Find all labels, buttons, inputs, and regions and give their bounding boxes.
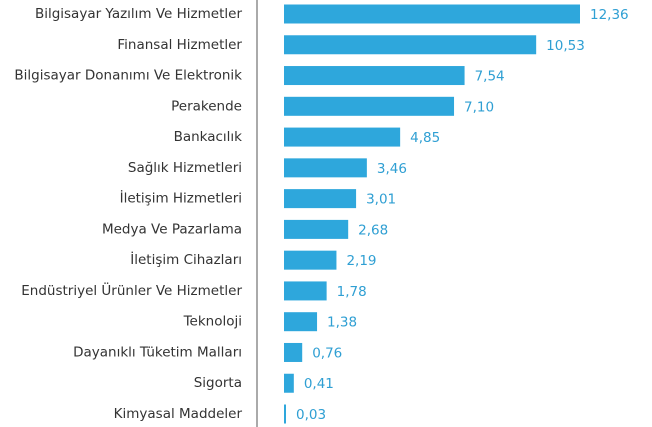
bar bbox=[284, 312, 318, 332]
bar bbox=[284, 250, 337, 270]
bar bbox=[284, 35, 537, 55]
value-label: 7,54 bbox=[475, 69, 505, 85]
category-label: Medya Ve Pazarlama bbox=[102, 221, 242, 237]
bar bbox=[284, 404, 286, 424]
category-label: Dayanıklı Tüketim Malları bbox=[73, 344, 242, 360]
bar bbox=[284, 219, 349, 239]
value-label: 12,36 bbox=[590, 7, 629, 23]
value-label: 3,46 bbox=[377, 161, 407, 177]
bar bbox=[284, 127, 401, 147]
category-label: Bilgisayar Yazılım Ve Hizmetler bbox=[35, 6, 243, 22]
bar bbox=[284, 189, 357, 209]
bar bbox=[284, 373, 294, 393]
value-label: 0,03 bbox=[296, 407, 326, 423]
category-label: İletişim Hizmetleri bbox=[120, 189, 242, 207]
bar bbox=[284, 281, 327, 301]
category-label: Perakende bbox=[171, 98, 242, 114]
value-label: 1,78 bbox=[337, 284, 367, 300]
value-label: 0,41 bbox=[304, 376, 334, 392]
bar bbox=[284, 342, 303, 362]
value-label: 0,76 bbox=[312, 345, 342, 361]
bar bbox=[284, 96, 455, 116]
category-label: Finansal Hizmetler bbox=[117, 37, 242, 53]
category-label: Teknoloji bbox=[183, 314, 242, 330]
value-label: 2,19 bbox=[346, 253, 376, 269]
category-label: İletişim Cihazları bbox=[130, 250, 242, 268]
value-label: 1,38 bbox=[327, 315, 357, 331]
value-label: 3,01 bbox=[366, 192, 396, 208]
bar bbox=[284, 158, 367, 178]
value-label: 7,10 bbox=[464, 99, 494, 115]
category-label: Kimyasal Maddeler bbox=[114, 406, 243, 422]
category-label: Sigorta bbox=[194, 375, 242, 391]
category-label: Sağlık Hizmetleri bbox=[128, 160, 242, 176]
category-label: Bilgisayar Donanımı Ve Elektronik bbox=[14, 68, 242, 84]
bar bbox=[284, 66, 465, 86]
bar bbox=[284, 4, 580, 24]
value-label: 2,68 bbox=[358, 222, 388, 238]
category-label: Bankacılık bbox=[174, 129, 243, 145]
category-label: Endüstriyel Ürünler Ve Hizmetler bbox=[21, 281, 242, 299]
value-label: 4,85 bbox=[410, 130, 440, 146]
value-label: 10,53 bbox=[546, 38, 585, 54]
